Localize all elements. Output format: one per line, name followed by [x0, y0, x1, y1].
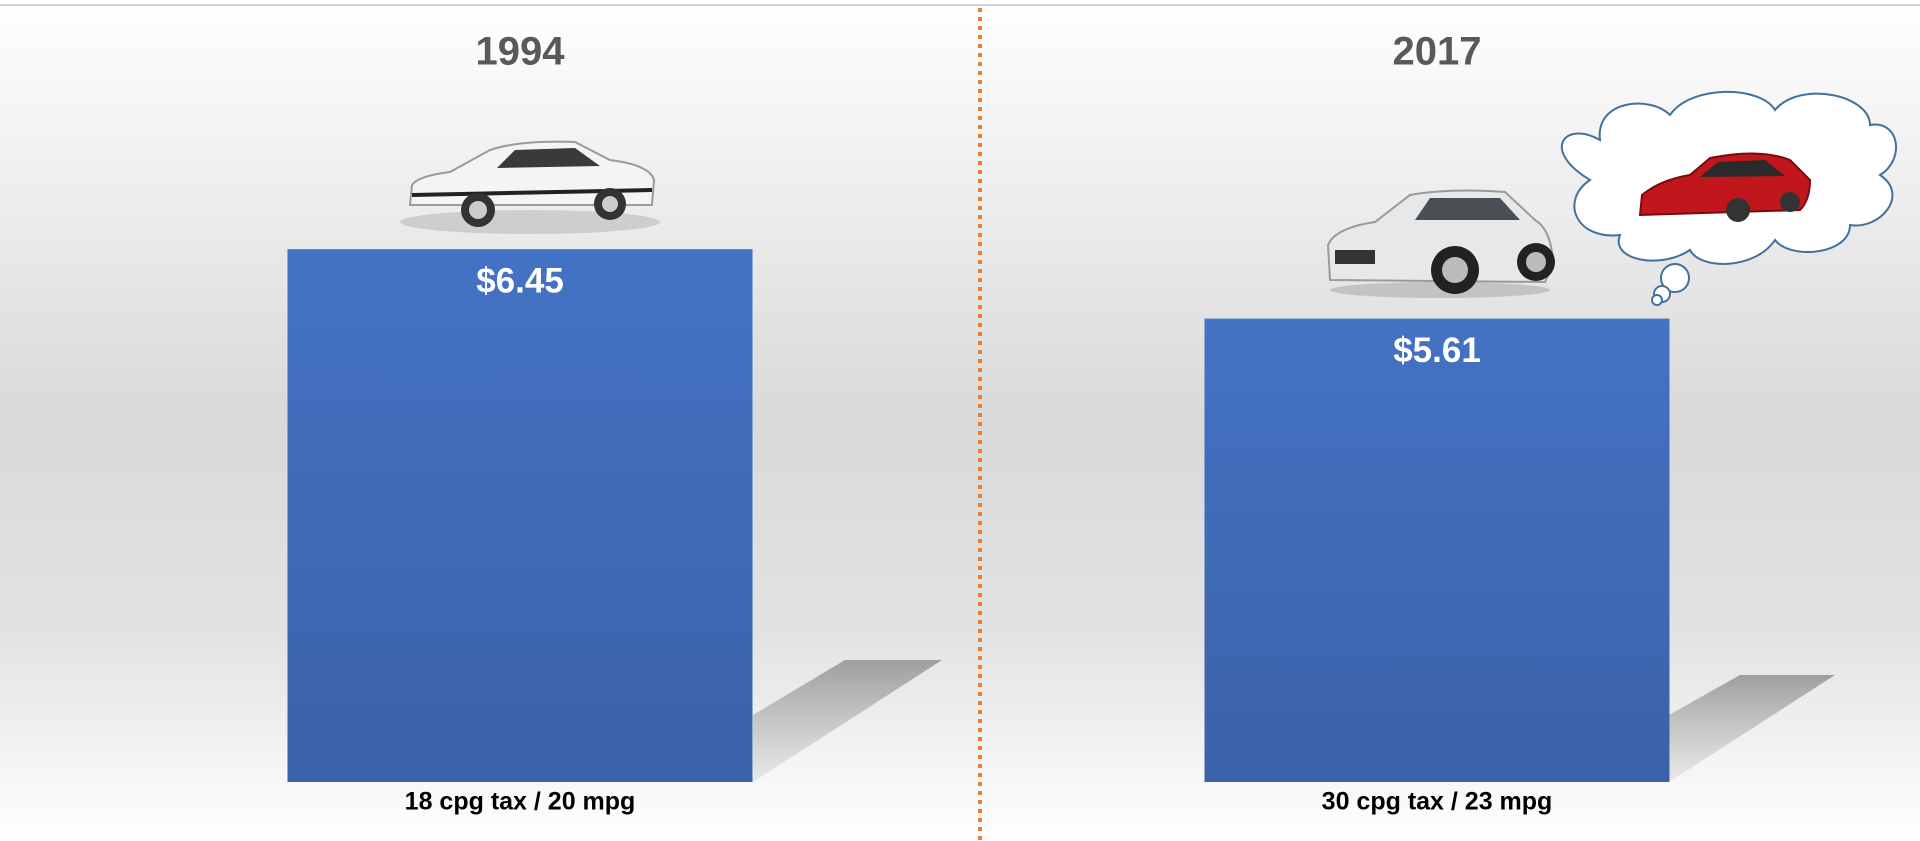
value-label: $6.45 [476, 261, 564, 300]
category-label: 30 cpg tax / 23 mpg [1322, 788, 1553, 816]
panel-title: 1994 [476, 30, 566, 74]
car-2017 [1326, 189, 1555, 298]
category-label: 18 cpg tax / 20 mpg [405, 788, 636, 816]
car-1994 [400, 140, 660, 234]
thought-cloud [1560, 90, 1897, 306]
bar-shadow [753, 660, 942, 782]
panel-title: 2017 [1393, 30, 1482, 74]
value-label: $5.61 [1393, 331, 1481, 370]
bar-shade [1204, 318, 1670, 782]
bar-shadow [1669, 675, 1835, 782]
bar-shade [287, 249, 753, 783]
